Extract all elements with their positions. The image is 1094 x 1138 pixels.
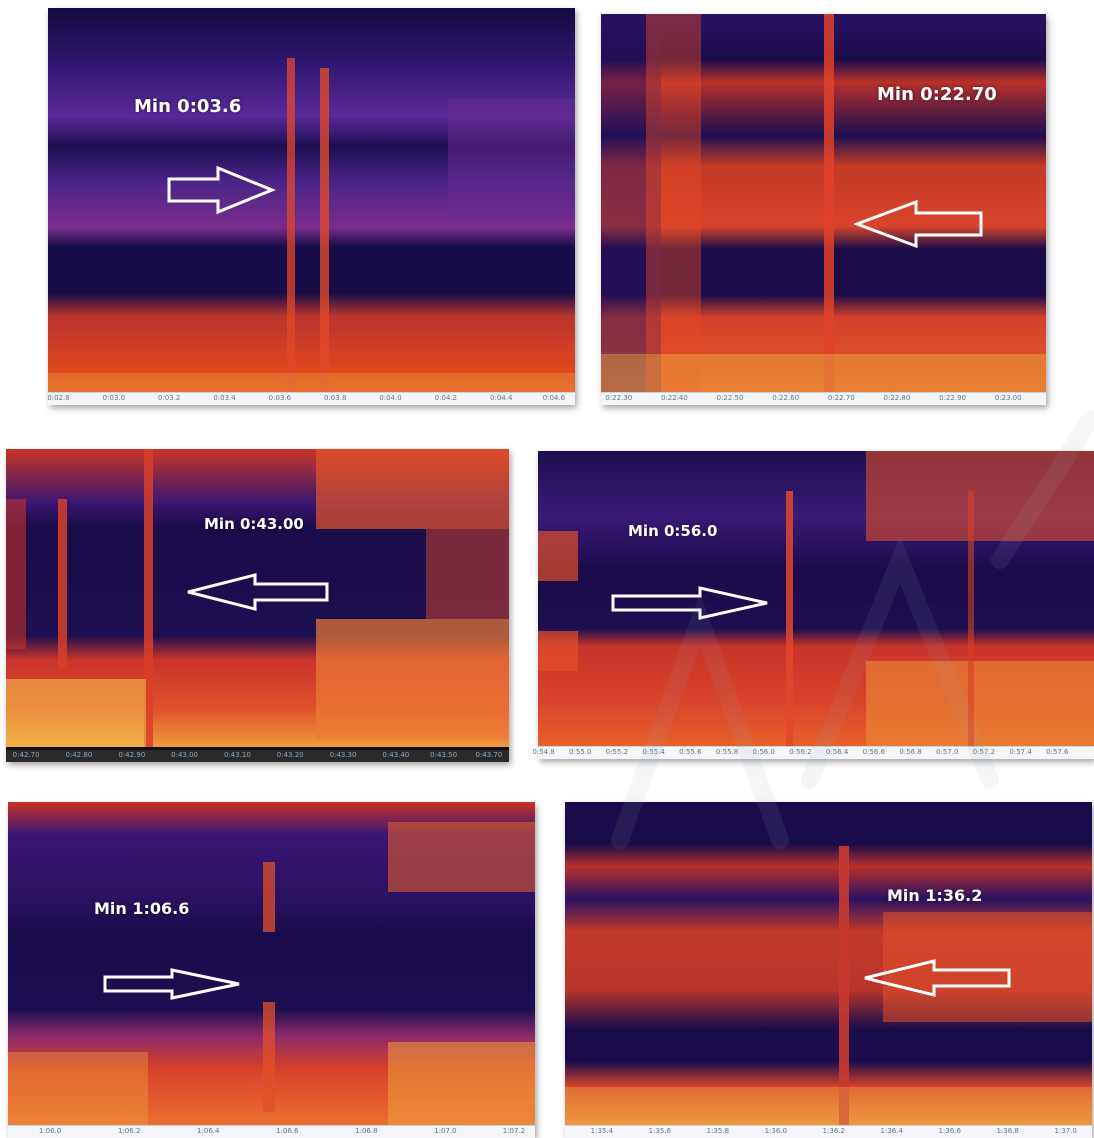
spectrogram-image xyxy=(538,451,1094,747)
left-arrow-icon xyxy=(854,199,983,249)
tick-label: 0:04.6 xyxy=(542,394,566,402)
tick-label: 0:03.6 xyxy=(268,394,292,402)
tick-label: 0:55.0 xyxy=(569,748,592,756)
time-label: Min 1:06.6 xyxy=(94,899,190,918)
tick-label: 0:55.6 xyxy=(679,748,702,756)
left-arrow-icon xyxy=(864,959,1011,997)
tick-label: 0:23.00 xyxy=(994,394,1022,402)
tick-label: 1:36.6 xyxy=(938,1127,961,1135)
tick-label: 0:04.2 xyxy=(434,394,458,402)
tick-label: 0:42.70 xyxy=(12,751,40,759)
spectrogram-panel-1: Min 0:03.6 0:02.8 0:03.0 0:03.2 0:03.4 0… xyxy=(47,8,575,405)
time-axis: 1:35.4 1:35.6 1:35.8 1:36.0 1:36.2 1:36.… xyxy=(565,1125,1092,1138)
time-label: Min 0:56.0 xyxy=(628,522,718,540)
tick-label: 0:04.4 xyxy=(490,394,513,402)
tick-label: 0:55.8 xyxy=(715,748,739,756)
right-arrow-icon xyxy=(611,586,768,620)
time-label: Min 0:43.00 xyxy=(204,515,304,533)
tick-label: 0:43.10 xyxy=(223,751,251,759)
time-axis: 0:54.8 0:55.0 0:55.2 0:55.4 0:55.6 0:55.… xyxy=(532,746,1094,759)
tick-label: 0:42.90 xyxy=(118,751,146,759)
tick-label: 1:06.0 xyxy=(38,1127,62,1135)
tick-label: 0:04.0 xyxy=(379,394,402,402)
spectrogram-panel-6: Min 1:36.2 1:35.4 1:35.6 1:35.8 1:36.0 1… xyxy=(565,802,1092,1138)
spectrogram-panel-2: Min 0:22.70 0:22.30 0:22.40 0:22.50 0:22… xyxy=(601,14,1046,405)
tick-label: 0:54.8 xyxy=(532,748,555,756)
tick-label: 0:56.6 xyxy=(862,748,886,756)
tick-label: 1:35.6 xyxy=(648,1127,672,1135)
tick-label: 1:06.8 xyxy=(355,1127,378,1135)
time-axis: 0:02.8 0:03.0 0:03.2 0:03.4 0:03.6 0:03.… xyxy=(47,392,575,405)
tick-label: 0:56.4 xyxy=(825,748,849,756)
right-arrow-icon xyxy=(103,968,240,1000)
tick-label: 0:42.80 xyxy=(65,751,93,759)
tick-label: 1:36.2 xyxy=(822,1127,845,1135)
tick-label: 0:22.80 xyxy=(883,394,911,402)
tick-label: 0:57.6 xyxy=(1046,748,1069,756)
spectrogram-image xyxy=(8,802,535,1126)
tick-label: 0:43.50 xyxy=(430,751,458,759)
tick-label: 0:57.0 xyxy=(936,748,959,756)
tick-label: 1:07.2 xyxy=(502,1127,526,1135)
tick-label: 0:43.70 xyxy=(475,751,503,759)
tick-label: 0:22.70 xyxy=(827,394,855,402)
tick-label: 1:37.0 xyxy=(1054,1127,1077,1135)
tick-label: 0:56.2 xyxy=(789,748,812,756)
tick-label: 0:02.8 xyxy=(47,394,70,402)
spectrogram-image xyxy=(48,8,575,393)
time-label: Min 0:03.6 xyxy=(134,96,242,117)
tick-label: 0:43.00 xyxy=(171,751,198,759)
time-axis: 0:42.70 0:42.80 0:42.90 0:43.00 0:43.10 … xyxy=(6,747,509,762)
spectrogram-panel-4: Min 0:56.0 0:54.8 0:55.0 0:55.2 0:55.4 0… xyxy=(532,451,1094,759)
tick-label: 0:43.40 xyxy=(382,751,410,759)
time-label: Min 1:36.2 xyxy=(887,886,983,905)
tick-label: 0:55.4 xyxy=(642,748,665,756)
tick-label: 1:07.0 xyxy=(434,1127,457,1135)
tick-label: 1:35.4 xyxy=(590,1127,614,1135)
tick-label: 1:35.8 xyxy=(706,1127,730,1135)
tick-label: 0:03.2 xyxy=(158,394,181,402)
left-arrow-icon xyxy=(187,573,329,611)
tick-label: 0:57.4 xyxy=(1009,748,1032,756)
tick-label: 1:06.2 xyxy=(118,1127,141,1135)
time-axis: 0:22.30 0:22.40 0:22.50 0:22.60 0:22.70 … xyxy=(601,392,1046,405)
spectrogram-image xyxy=(565,802,1092,1126)
tick-label: 0:22.40 xyxy=(660,394,688,402)
spectrogram-panel-3: Min 0:43.00 0:42.70 0:42.80 0:42.90 0:43… xyxy=(6,449,509,762)
tick-label: 0:22.50 xyxy=(716,394,744,402)
spectrogram-image xyxy=(6,449,509,750)
tick-label: 1:36.0 xyxy=(764,1127,787,1135)
tick-label: 0:55.2 xyxy=(605,748,629,756)
right-arrow-icon xyxy=(167,165,276,215)
tick-label: 0:03.8 xyxy=(324,394,347,402)
tick-label: 1:06.4 xyxy=(197,1127,220,1135)
tick-label: 1:06.6 xyxy=(276,1127,299,1135)
tick-label: 1:36.4 xyxy=(880,1127,903,1135)
tick-label: 0:57.2 xyxy=(972,748,996,756)
tick-label: 0:43.30 xyxy=(329,751,357,759)
tick-label: 0:56.8 xyxy=(899,748,922,756)
tick-label: 0:22.30 xyxy=(605,394,633,402)
time-axis: 1:06.0 1:06.2 1:06.4 1:06.6 1:06.8 1:07.… xyxy=(8,1125,535,1138)
tick-label: 0:56.0 xyxy=(752,748,775,756)
tick-label: 0:03.4 xyxy=(213,394,236,402)
spectrogram-panel-5: Min 1:06.6 1:06.0 1:06.2 1:06.4 1:06.6 1… xyxy=(8,802,535,1138)
spectrogram-image xyxy=(601,14,1046,393)
tick-label: 0:43.20 xyxy=(276,751,304,759)
tick-label: 0:22.60 xyxy=(772,394,800,402)
tick-label: 1:36.8 xyxy=(996,1127,1019,1135)
tick-label: 0:22.90 xyxy=(939,394,966,402)
tick-label: 0:03.0 xyxy=(102,394,126,402)
time-label: Min 0:22.70 xyxy=(877,84,997,105)
